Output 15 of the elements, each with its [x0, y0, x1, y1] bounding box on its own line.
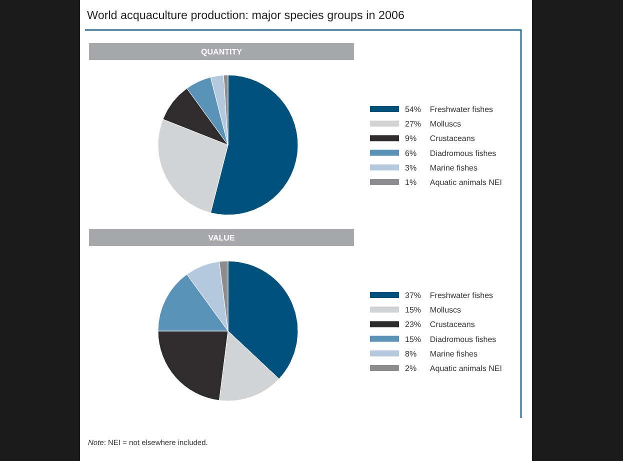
legend-label: 6% Diadromous fishes	[405, 148, 496, 158]
legend-label: 2% Aquatic animals NEI	[405, 364, 502, 373]
legend-label: 15% Diadromous fishes	[405, 334, 496, 344]
legend-label: 9% Crustaceans	[405, 134, 475, 144]
legend-label: 1% Aquatic animals NEI	[405, 178, 502, 187]
chart-title: World acquaculture production: major species groups in 2006	[87, 9, 404, 22]
legend-label: 27% Molluscs	[405, 120, 462, 129]
legend-label: 3% Marine fishes	[405, 163, 478, 172]
chart-subtitle: QUANTITY	[201, 48, 243, 56]
legend-label: 15% Molluscs	[405, 306, 462, 315]
legend-label: 8% Marine fishes	[405, 349, 478, 358]
legend-label: 23% Crustaceans	[405, 320, 475, 330]
chart-title: VALUE	[208, 234, 236, 242]
legend-label: 37% Freshwater fishes	[405, 291, 494, 300]
legend-label: 54% Freshwater fishes	[405, 105, 494, 114]
